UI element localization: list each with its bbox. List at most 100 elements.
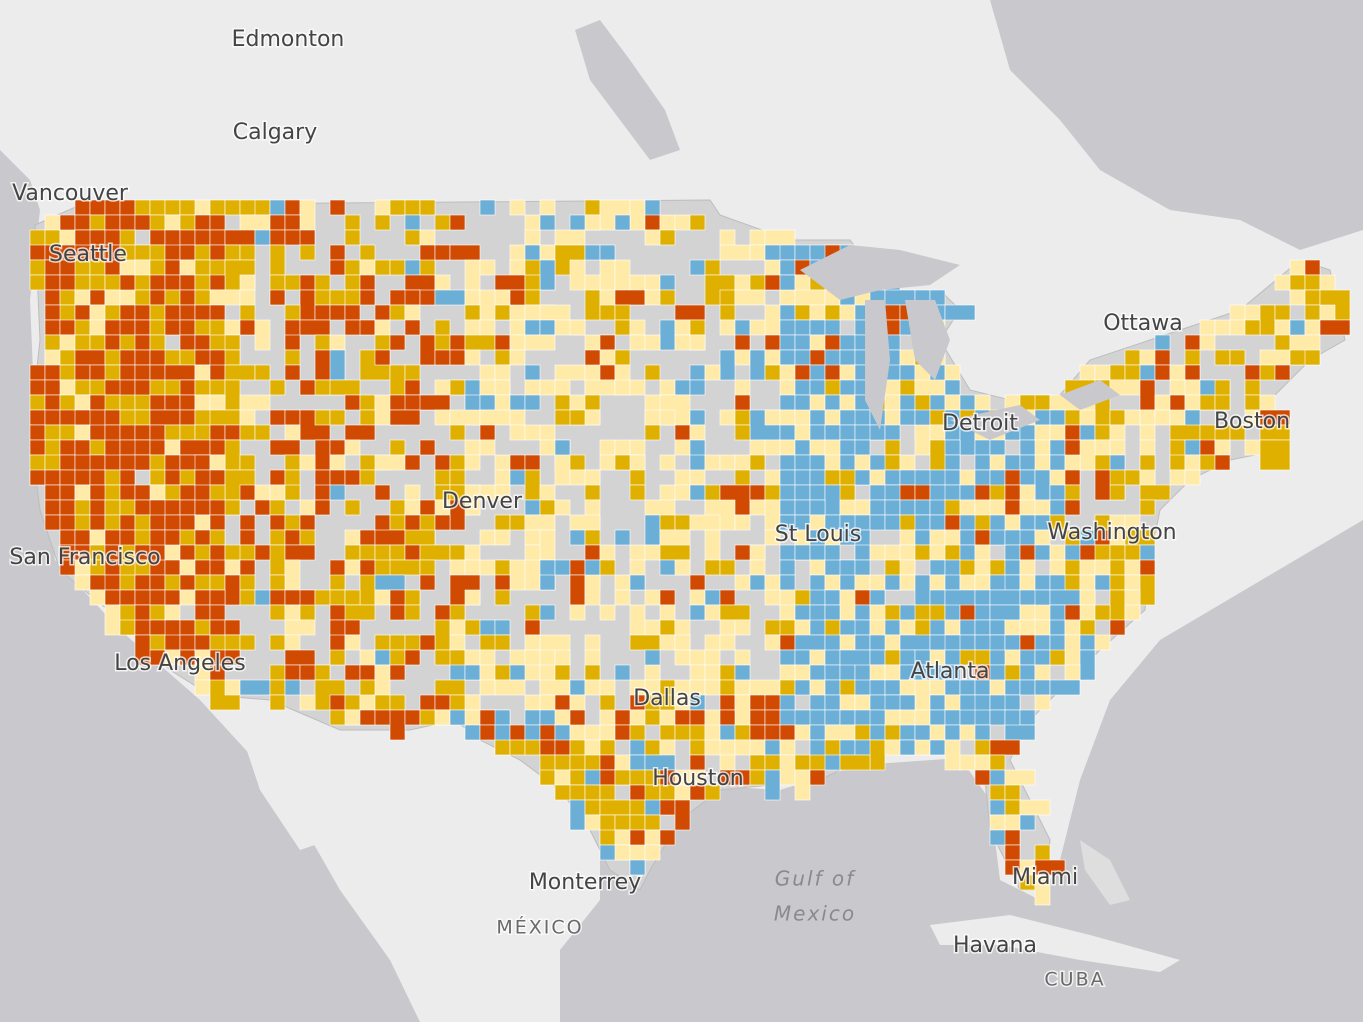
city-label: San Francisco	[9, 545, 160, 570]
county	[434, 469, 451, 486]
county	[974, 739, 991, 756]
county	[959, 709, 976, 726]
county	[209, 589, 226, 606]
county	[794, 634, 826, 651]
county	[614, 664, 631, 681]
county	[599, 439, 616, 456]
county	[494, 589, 511, 606]
county	[389, 604, 406, 621]
county	[299, 319, 331, 336]
county	[134, 424, 151, 441]
county	[1094, 559, 1111, 576]
county	[914, 379, 946, 396]
county	[29, 409, 46, 426]
county	[779, 259, 796, 276]
county	[659, 724, 676, 741]
county	[149, 514, 166, 531]
county	[1004, 499, 1021, 516]
county	[674, 649, 691, 666]
county	[1019, 604, 1036, 621]
county	[719, 739, 736, 756]
county	[359, 259, 376, 276]
county	[659, 229, 676, 246]
county	[899, 634, 931, 651]
county	[164, 364, 196, 381]
county	[674, 724, 691, 741]
county	[74, 394, 91, 411]
county	[689, 334, 706, 351]
county	[644, 829, 661, 846]
county	[749, 484, 766, 501]
county	[929, 499, 946, 516]
county	[374, 304, 391, 321]
county	[704, 604, 721, 621]
county	[1034, 694, 1051, 711]
county	[794, 439, 811, 456]
county	[1004, 454, 1021, 471]
county	[1124, 364, 1141, 381]
county	[44, 424, 61, 441]
county	[359, 319, 376, 336]
county	[1064, 619, 1081, 636]
county	[119, 589, 136, 606]
county	[644, 229, 661, 246]
county	[809, 304, 826, 321]
county	[1034, 439, 1051, 456]
county	[524, 724, 541, 741]
county	[779, 484, 796, 501]
county	[929, 619, 946, 636]
county	[119, 304, 136, 321]
county	[584, 394, 601, 411]
county	[809, 379, 826, 396]
county	[854, 544, 871, 561]
county	[299, 244, 316, 261]
county	[134, 409, 151, 426]
city-label: Los Angeles	[114, 651, 245, 676]
county	[209, 454, 226, 471]
county	[1019, 814, 1036, 831]
county	[1004, 619, 1021, 636]
county	[464, 664, 481, 681]
county	[1229, 304, 1246, 321]
county	[974, 574, 991, 591]
county	[1139, 349, 1156, 366]
county	[884, 514, 901, 531]
county	[179, 469, 196, 486]
county	[1094, 574, 1111, 591]
county	[539, 304, 571, 321]
county	[629, 454, 646, 471]
county	[1019, 469, 1036, 486]
county	[449, 604, 466, 621]
county	[44, 484, 61, 501]
county	[494, 289, 511, 306]
county	[179, 559, 196, 576]
county	[1034, 499, 1051, 516]
county	[929, 514, 946, 531]
county	[629, 739, 646, 756]
county	[599, 754, 616, 771]
county	[29, 379, 46, 396]
county	[749, 244, 766, 261]
county	[149, 604, 166, 621]
county	[194, 574, 211, 591]
county	[359, 469, 376, 486]
county	[359, 529, 376, 546]
county	[944, 709, 961, 726]
county	[569, 259, 586, 291]
county	[809, 544, 826, 561]
county	[329, 439, 346, 456]
county	[719, 724, 736, 741]
county	[824, 649, 841, 666]
county	[449, 424, 466, 441]
county	[629, 574, 646, 591]
county	[779, 379, 796, 396]
county	[1124, 604, 1141, 621]
county	[1004, 679, 1021, 696]
county	[809, 499, 826, 516]
county	[434, 349, 451, 366]
county	[284, 409, 301, 426]
county	[614, 844, 631, 861]
county	[464, 439, 481, 456]
county	[884, 544, 901, 561]
county	[1139, 364, 1156, 381]
